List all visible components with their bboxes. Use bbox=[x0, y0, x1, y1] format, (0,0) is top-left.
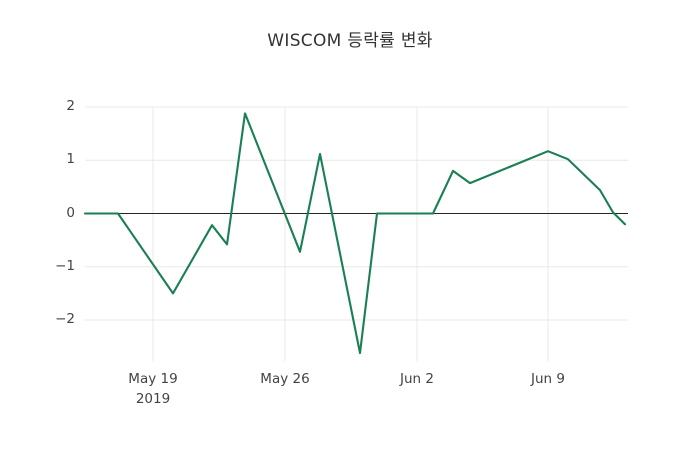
y-tick-label: 1 bbox=[66, 151, 75, 168]
x-tick-label: May 26 bbox=[260, 371, 310, 387]
chart-title: WISCOM 등락률 변화 bbox=[267, 31, 433, 51]
data-series-line bbox=[83, 112, 627, 355]
x-tick-sublabel: 2019 bbox=[135, 391, 171, 407]
grid-lines bbox=[85, 106, 628, 361]
x-tick-label: Jun 2 bbox=[400, 371, 434, 387]
y-tick-label: 0 bbox=[66, 204, 75, 221]
y-tick-label: −2 bbox=[55, 311, 75, 327]
x-tick-label: Jun 9 bbox=[531, 371, 565, 387]
y-tick-label: 2 bbox=[66, 98, 75, 114]
y-tick-label: −1 bbox=[55, 257, 75, 274]
x-tick-label: May 19 bbox=[128, 371, 178, 387]
